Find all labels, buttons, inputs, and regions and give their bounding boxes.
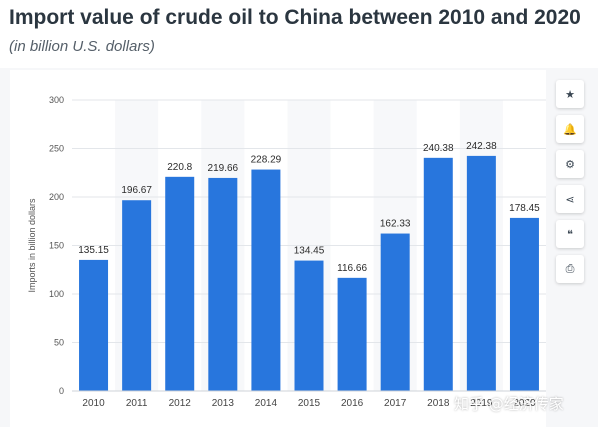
data-label: 178.45: [509, 203, 540, 214]
data-label: 220.8: [167, 162, 192, 173]
share-button[interactable]: ⋖: [556, 185, 584, 213]
data-label: 135.15: [78, 245, 109, 256]
y-tick-label: 300: [49, 95, 64, 105]
share-icon: ⋖: [565, 192, 575, 206]
x-tick-label: 2020: [513, 398, 536, 409]
bell-button[interactable]: 🔔: [556, 115, 584, 143]
quote-icon: ❝: [567, 227, 573, 241]
print-button[interactable]: ⎙: [556, 255, 584, 283]
x-tick-label: 2019: [470, 398, 493, 409]
bar-2010: [79, 259, 109, 391]
bar-2019: [466, 155, 496, 391]
bell-icon: 🔔: [563, 122, 577, 136]
y-tick-label: 250: [49, 144, 64, 154]
x-tick-label: 2012: [169, 398, 192, 409]
chart-panel: 0 50 100 150 200 250 300 Imports in billion dol…: [10, 70, 546, 427]
watermark: 知乎 @经济传家: [454, 395, 564, 413]
print-icon: ⎙: [565, 262, 575, 275]
chart-toolbar: ★ 🔔 ⚙ ⋖ ❝ ⎙: [556, 80, 584, 290]
bar-2014: [251, 169, 281, 391]
bar-2012: [165, 176, 195, 391]
gear-button[interactable]: ⚙: [556, 150, 584, 178]
data-label: 116.66: [337, 263, 367, 274]
x-tick-label: 2017: [384, 398, 407, 409]
x-tick-label: 2013: [212, 398, 235, 409]
y-tick-label: 200: [49, 192, 64, 202]
data-label: 134.45: [294, 246, 325, 257]
data-label: 242.38: [466, 141, 497, 152]
x-tick-label: 2010: [82, 398, 105, 409]
x-tick-label: 2014: [255, 398, 278, 409]
star-button[interactable]: ★: [556, 80, 584, 108]
data-label: 219.66: [208, 163, 239, 174]
bar-2011: [122, 200, 152, 391]
y-tick-label: 100: [49, 289, 64, 299]
y-axis-label: Imports in billion dollars: [27, 198, 37, 293]
bar-2018: [423, 157, 453, 391]
bar-2013: [208, 177, 238, 391]
gear-icon: ⚙: [565, 157, 575, 171]
bar-2016: [337, 277, 367, 391]
x-tick-label: 2016: [341, 398, 364, 409]
x-tick-label: 2011: [126, 398, 148, 409]
bar-chart: 0 50 100 150 200 250 300 Imports in billion dol…: [27, 95, 546, 409]
data-label: 228.29: [251, 155, 282, 166]
page-title: Import value of crude oil to China betwe…: [9, 6, 581, 29]
quote-button[interactable]: ❝: [556, 220, 584, 248]
data-label: 162.33: [380, 219, 411, 230]
data-label: 240.38: [423, 143, 454, 154]
data-label: 196.67: [121, 185, 152, 196]
page-subtitle: (in billion U.S. dollars): [9, 38, 155, 55]
bar-2015: [294, 260, 324, 391]
bar-2020: [509, 217, 539, 391]
y-tick-label: 150: [49, 241, 64, 251]
x-tick-label: 2018: [427, 398, 450, 409]
y-tick-label: 50: [54, 338, 64, 348]
star-icon: ★: [565, 87, 575, 101]
y-tick-label: 0: [59, 386, 64, 396]
x-tick-label: 2015: [298, 398, 321, 409]
bar-2017: [380, 233, 410, 391]
